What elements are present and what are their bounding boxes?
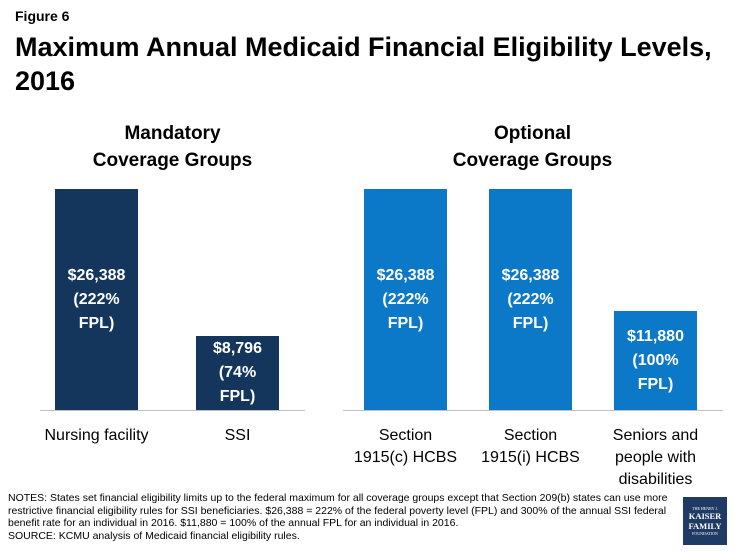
bar-value-label: $26,388 (222% FPL) bbox=[376, 266, 435, 332]
category-label: Section 1915(i) HCBS bbox=[481, 427, 580, 466]
notes-text: NOTES: States set financial eligibility … bbox=[8, 492, 668, 529]
notes: NOTES: States set financial eligibility … bbox=[8, 492, 673, 542]
kff-logo: THE HENRY J. KAISER FAMILY FOUNDATION bbox=[683, 497, 727, 545]
bar-value-label: $8,796 (74% FPL) bbox=[213, 340, 262, 405]
bar-0-0: $26,388 (222% FPL) bbox=[55, 189, 138, 410]
bar-value-label: $26,388 (222% FPL) bbox=[501, 266, 560, 332]
logo-line-3: FAMILY bbox=[688, 521, 722, 531]
axis-baseline-mandatory bbox=[40, 410, 305, 411]
bar-value-label: $11,880 (100% FPL) bbox=[627, 327, 684, 393]
chart-title: Maximum Annual Medicaid Financial Eligib… bbox=[15, 32, 712, 96]
source-text: SOURCE: KCMU analysis of Medicaid financ… bbox=[8, 529, 300, 542]
group-label-optional: Optional Coverage Groups bbox=[452, 123, 613, 171]
category-label: Section 1915(c) HCBS bbox=[353, 427, 458, 466]
axis-baseline-optional bbox=[343, 410, 723, 411]
logo-line-1: THE HENRY J. bbox=[692, 506, 718, 511]
category-label: SSI bbox=[224, 427, 251, 444]
figure-label: Figure 6 bbox=[15, 8, 70, 24]
bar-1-2: $11,880 (100% FPL) bbox=[614, 311, 697, 410]
logo-line-2: KAISER bbox=[688, 511, 722, 521]
category-label: Nursing facility bbox=[44, 427, 149, 444]
bar-0-1: $8,796 (74% FPL) bbox=[196, 336, 279, 410]
logo-line-4: FOUNDATION bbox=[692, 531, 718, 536]
bar-1-1: $26,388 (222% FPL) bbox=[489, 189, 572, 410]
category-label: Seniors and people with disabilities bbox=[612, 427, 699, 488]
bar-value-label: $26,388 (222% FPL) bbox=[67, 266, 126, 332]
group-label-mandatory: Mandatory Coverage Groups bbox=[92, 123, 253, 171]
bar-1-0: $26,388 (222% FPL) bbox=[364, 189, 447, 410]
